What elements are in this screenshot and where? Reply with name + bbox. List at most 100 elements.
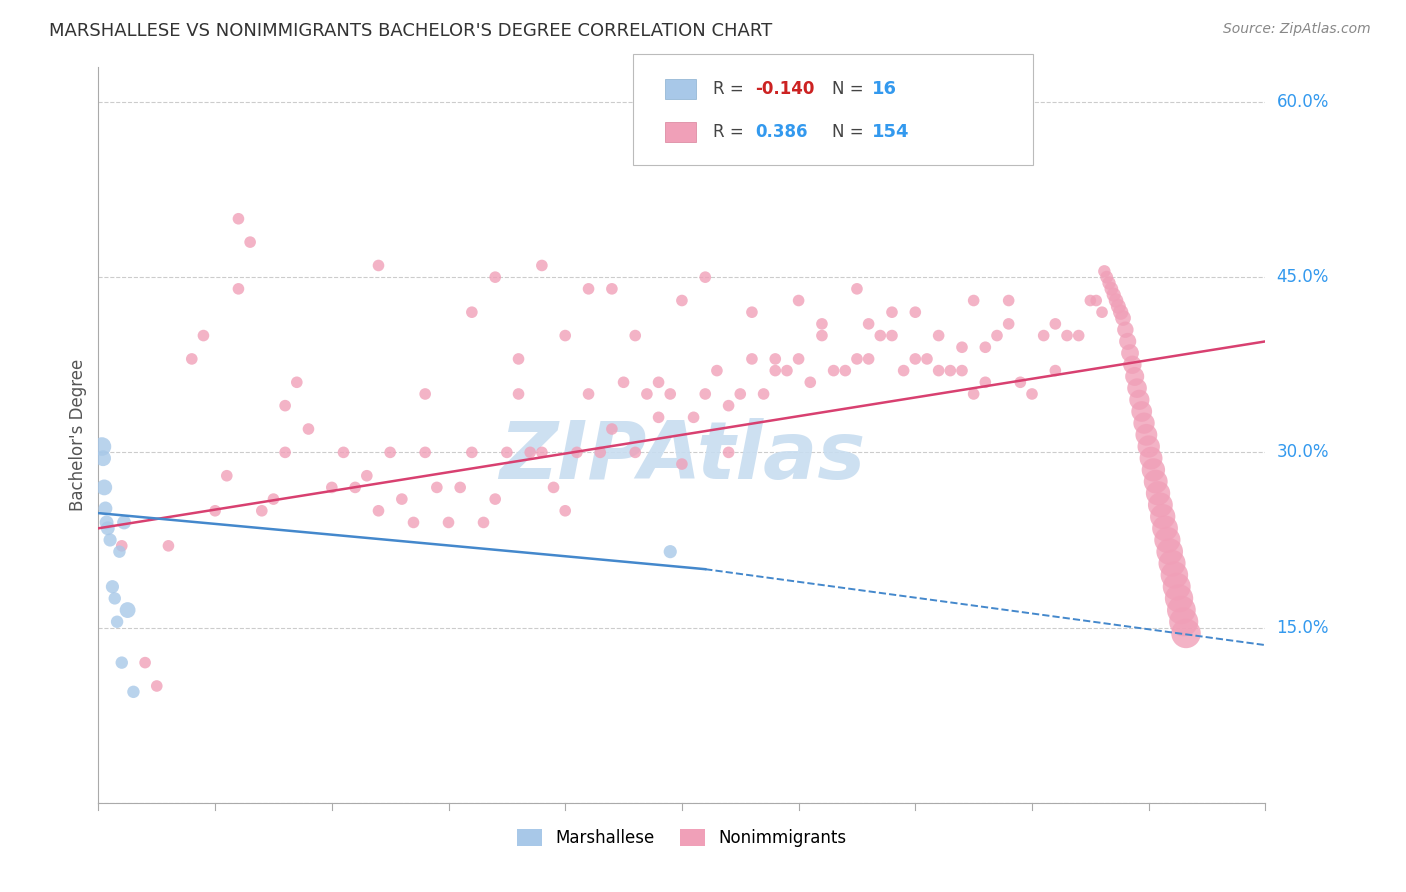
Point <box>776 363 799 377</box>
Point <box>367 259 389 273</box>
Point <box>508 351 530 366</box>
Text: Source: ZipAtlas.com: Source: ZipAtlas.com <box>1223 22 1371 37</box>
Point <box>1168 591 1191 606</box>
Point <box>1173 615 1195 629</box>
Text: 16: 16 <box>872 79 897 98</box>
Point <box>1085 293 1108 308</box>
Point <box>799 376 821 390</box>
Point <box>1149 498 1171 512</box>
Text: MARSHALLESE VS NONIMMIGRANTS BACHELOR'S DEGREE CORRELATION CHART: MARSHALLESE VS NONIMMIGRANTS BACHELOR'S … <box>49 22 772 40</box>
Point <box>111 539 134 553</box>
Point <box>915 351 938 366</box>
Text: R =: R = <box>713 79 749 98</box>
Point <box>122 685 145 699</box>
Point <box>834 363 856 377</box>
Point <box>671 293 693 308</box>
Point <box>671 457 693 471</box>
Point <box>763 351 786 366</box>
Point <box>659 387 682 401</box>
Point <box>1080 293 1102 308</box>
Point <box>624 328 647 343</box>
Point <box>565 445 588 459</box>
Point <box>1112 311 1135 326</box>
Point <box>647 410 669 425</box>
Point <box>112 516 135 530</box>
Point <box>228 211 250 226</box>
Text: 60.0%: 60.0% <box>1277 93 1329 111</box>
Point <box>846 282 869 296</box>
Point <box>461 305 484 319</box>
Point <box>1137 440 1160 454</box>
Point <box>1092 264 1115 278</box>
Point <box>624 445 647 459</box>
Point <box>1133 416 1156 430</box>
Point <box>823 363 845 377</box>
Point <box>928 328 950 343</box>
Point <box>600 282 623 296</box>
Point <box>880 328 903 343</box>
Point <box>98 533 121 547</box>
Point <box>706 363 728 377</box>
Point <box>811 317 834 331</box>
Point <box>96 516 118 530</box>
Point <box>636 387 658 401</box>
Point <box>1130 404 1153 418</box>
Text: ZIPAtlas: ZIPAtlas <box>499 418 865 496</box>
Point <box>1116 334 1139 349</box>
Point <box>94 501 117 516</box>
Legend: Marshallese, Nonimmigrants: Marshallese, Nonimmigrants <box>510 822 853 854</box>
Point <box>215 468 238 483</box>
Point <box>1119 346 1142 360</box>
Point <box>858 351 880 366</box>
Y-axis label: Bachelor's Degree: Bachelor's Degree <box>69 359 87 511</box>
Point <box>250 504 273 518</box>
Point <box>472 516 495 530</box>
Point <box>880 305 903 319</box>
Point <box>730 387 752 401</box>
Point <box>180 351 202 366</box>
Point <box>1056 328 1078 343</box>
Text: 0.386: 0.386 <box>755 123 807 141</box>
Point <box>274 399 297 413</box>
Point <box>344 480 367 494</box>
Point <box>93 480 115 494</box>
Point <box>1175 626 1198 640</box>
Point <box>974 376 997 390</box>
Point <box>274 445 297 459</box>
Text: R =: R = <box>713 123 749 141</box>
Point <box>193 328 215 343</box>
Point <box>717 399 740 413</box>
Point <box>1098 276 1121 290</box>
Point <box>1032 328 1054 343</box>
Point <box>974 340 997 354</box>
Point <box>1114 323 1136 337</box>
Text: -0.140: -0.140 <box>755 79 814 98</box>
Point <box>1091 305 1114 319</box>
Point <box>108 544 131 558</box>
Point <box>997 293 1019 308</box>
Point <box>461 445 484 459</box>
Point <box>426 480 449 494</box>
Point <box>204 504 226 518</box>
Point <box>997 317 1019 331</box>
Point <box>297 422 319 436</box>
Point <box>356 468 378 483</box>
Point <box>1144 475 1167 489</box>
Point <box>1107 299 1129 313</box>
Point <box>228 282 250 296</box>
Point <box>846 351 869 366</box>
Point <box>578 282 600 296</box>
Point <box>239 235 262 249</box>
Point <box>134 656 156 670</box>
Point <box>437 516 460 530</box>
Point <box>111 656 134 670</box>
Point <box>1010 376 1032 390</box>
Point <box>1021 387 1043 401</box>
Point <box>858 317 880 331</box>
Point <box>321 480 343 494</box>
Point <box>962 293 984 308</box>
Point <box>1099 282 1122 296</box>
Point <box>1102 287 1125 301</box>
Point <box>950 363 973 377</box>
Point <box>508 387 530 401</box>
